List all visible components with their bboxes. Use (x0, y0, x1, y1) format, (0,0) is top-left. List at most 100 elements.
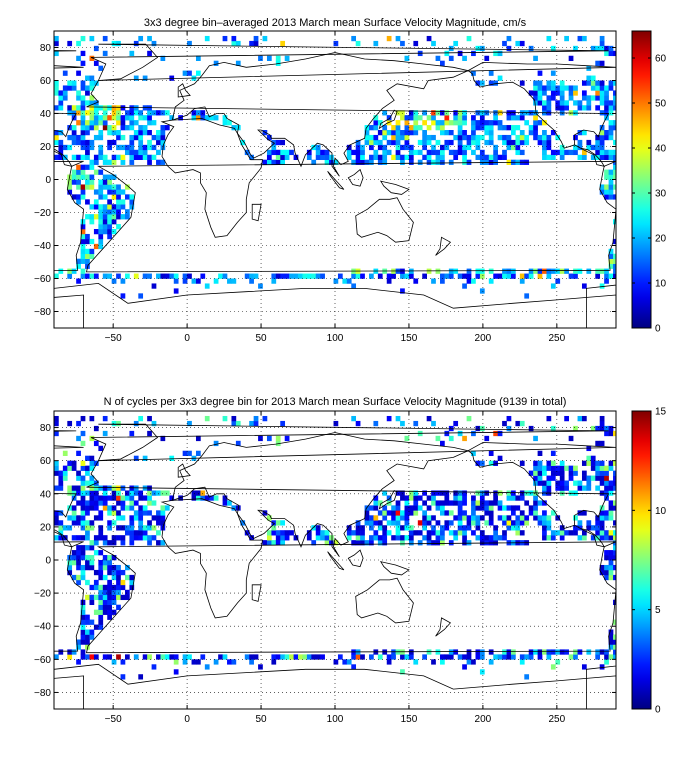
heatmap-cell (599, 45, 605, 52)
heatmap-cell (76, 110, 81, 116)
heatmap-cell (440, 490, 445, 496)
heatmap-cell (253, 415, 259, 422)
heatmap-cell (599, 465, 605, 471)
heatmap-cell (120, 540, 126, 546)
heatmap-cell (613, 149, 616, 156)
heatmap-cell (71, 85, 77, 91)
heatmap-cell (107, 579, 112, 586)
heatmap-cell (484, 490, 490, 496)
heatmap-cell (231, 278, 237, 284)
heatmap-cell (85, 579, 90, 586)
heatmap-cell (466, 278, 472, 284)
heatmap-cell (360, 654, 365, 660)
heatmap-cell (533, 460, 538, 466)
heatmap-cell (160, 273, 166, 279)
heatmap-cell (98, 184, 104, 190)
heatmap-cell (448, 120, 454, 126)
heatmap-cell (369, 520, 374, 526)
coastline (574, 524, 606, 548)
heatmap-cell (484, 500, 490, 506)
heatmap-cell (76, 545, 81, 551)
heatmap-cell (124, 194, 130, 200)
heatmap-cell (599, 535, 605, 541)
heatmap-cell (235, 60, 241, 66)
heatmap-cell (404, 134, 410, 141)
heatmap-cell (462, 515, 467, 521)
heatmap-cell (89, 110, 95, 116)
heatmap-cell (453, 420, 459, 427)
heatmap-cell (355, 540, 361, 546)
heatmap-cell (586, 139, 592, 146)
heatmap-cell (382, 134, 388, 141)
heatmap-cell (93, 535, 99, 541)
heatmap-cell (93, 60, 99, 66)
heatmap-cell (466, 268, 472, 274)
heatmap-cell (431, 490, 436, 496)
heatmap-cell (80, 495, 86, 501)
heatmap-cell (546, 465, 552, 471)
heatmap-cell (227, 659, 232, 665)
heatmap-cell (550, 154, 556, 160)
heatmap-cell (479, 500, 485, 506)
heatmap-cell (502, 125, 507, 131)
heatmap-cell (519, 495, 525, 501)
heatmap-cell (457, 110, 463, 116)
heatmap-cell (80, 619, 86, 625)
heatmap-cell (484, 55, 490, 61)
heatmap-cell (89, 545, 95, 551)
heatmap-cell (71, 560, 77, 566)
heatmap-cell (98, 614, 104, 620)
heatmap-cell (559, 649, 565, 655)
heatmap-cell (608, 535, 614, 541)
heatmap-cell (613, 184, 616, 190)
heatmap-cell (58, 100, 64, 106)
heatmap-cell (604, 515, 609, 521)
heatmap-cell (550, 425, 556, 432)
heatmap-cell (93, 120, 99, 126)
heatmap-cell (120, 500, 126, 506)
heatmap-cell (533, 510, 538, 516)
heatmap-cell (133, 273, 139, 279)
heatmap-cell (564, 649, 569, 655)
heatmap-cell (54, 90, 59, 96)
heatmap-cell (355, 159, 361, 165)
x-tick-label: 250 (548, 714, 565, 725)
heatmap-cell (324, 540, 330, 546)
heatmap-cell (608, 80, 614, 86)
heatmap-cell (506, 495, 512, 501)
heatmap-cell (71, 134, 77, 141)
heatmap-cell (147, 510, 152, 516)
heatmap-cell (187, 450, 192, 456)
heatmap-cell (608, 485, 614, 491)
heatmap-cell (395, 144, 401, 151)
heatmap-cell (533, 475, 538, 481)
heatmap-cell (71, 460, 77, 466)
heatmap-cell (116, 485, 121, 491)
heatmap-cell (89, 139, 95, 146)
heatmap-cell (431, 159, 436, 165)
heatmap-cell (431, 420, 436, 427)
heatmap-cell (568, 435, 574, 442)
heatmap-cell (422, 535, 427, 541)
heatmap-cell (271, 159, 277, 165)
heatmap-cell (138, 293, 144, 299)
heatmap-cell (142, 149, 148, 156)
heatmap-cell (613, 169, 616, 175)
y-tick-label: 20 (40, 142, 52, 153)
coastline (327, 551, 345, 571)
heatmap-cell (515, 115, 521, 121)
heatmap-cell (444, 430, 450, 437)
heatmap-cell (604, 654, 609, 660)
heatmap-cell (457, 510, 463, 516)
heatmap-cell (147, 495, 152, 501)
heatmap-cell (604, 100, 609, 106)
heatmap-cell (546, 485, 552, 491)
heatmap-cell (364, 130, 370, 136)
heatmap-cell (85, 179, 90, 185)
heatmap-cell (422, 120, 427, 126)
heatmap-cell (382, 505, 388, 511)
heatmap-cell (573, 45, 578, 52)
heatmap-cell (435, 120, 441, 126)
heatmap-cell (89, 75, 95, 81)
heatmap-cell (435, 110, 441, 116)
